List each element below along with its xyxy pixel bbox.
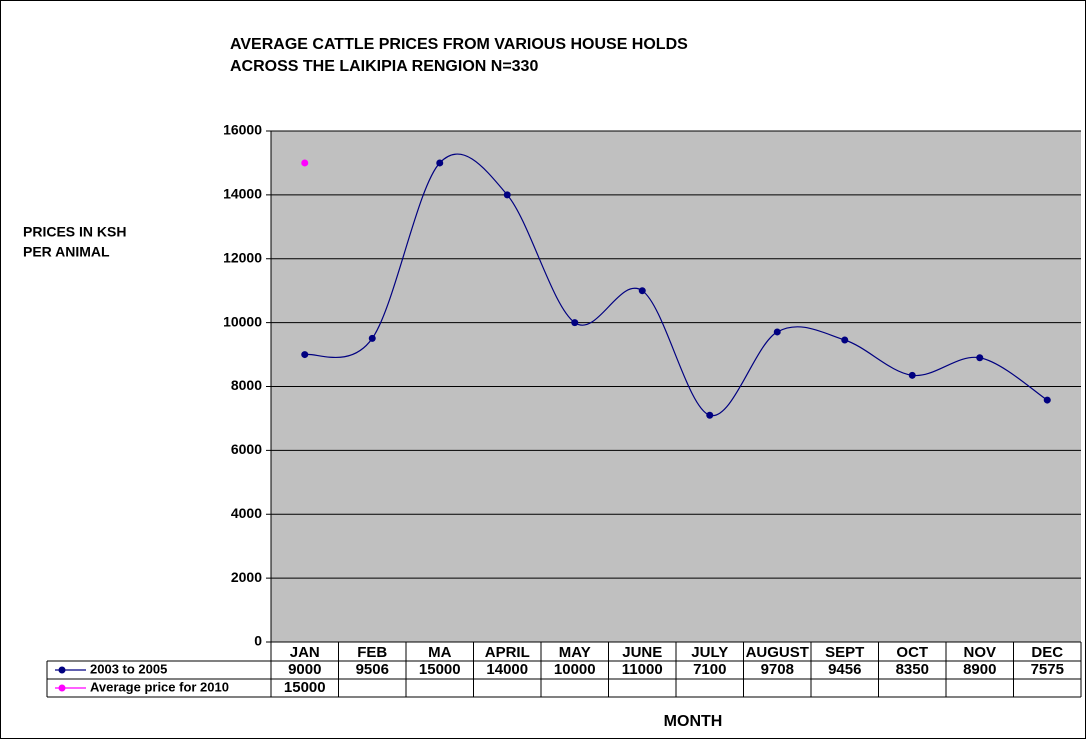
x-tick-label: SEPT bbox=[825, 644, 864, 661]
x-tick-label: DEC bbox=[1031, 644, 1063, 661]
data-point bbox=[301, 351, 309, 359]
table-value: 9000 bbox=[288, 661, 321, 678]
x-tick-label: APRIL bbox=[485, 644, 530, 661]
y-tick-label: 4000 bbox=[231, 505, 262, 521]
table-value: 8350 bbox=[896, 661, 929, 678]
x-tick-label: JUNE bbox=[622, 644, 662, 661]
table-value: 10000 bbox=[554, 661, 596, 678]
legend-marker bbox=[58, 684, 66, 692]
x-axis-label: MONTH bbox=[664, 713, 723, 730]
data-point bbox=[908, 371, 916, 379]
y-axis-label: PER ANIMAL bbox=[23, 244, 110, 260]
x-tick-label: JAN bbox=[290, 644, 320, 661]
x-tick-label: MAY bbox=[559, 644, 591, 661]
data-point bbox=[706, 411, 714, 419]
data-point bbox=[976, 354, 984, 362]
legend-label: Average price for 2010 bbox=[90, 679, 229, 694]
y-tick-label: 16000 bbox=[223, 122, 262, 138]
table-value: 9708 bbox=[761, 661, 794, 678]
y-tick-label: 12000 bbox=[223, 249, 262, 265]
table-value: 7575 bbox=[1031, 661, 1064, 678]
data-point bbox=[368, 334, 376, 342]
y-tick-label: 0 bbox=[254, 633, 262, 649]
table-value: 14000 bbox=[486, 661, 528, 678]
x-tick-label: AUGUST bbox=[746, 644, 809, 661]
table-value: 8900 bbox=[963, 661, 996, 678]
x-tick-label: MA bbox=[428, 644, 451, 661]
y-axis-label: PRICES IN KSH bbox=[23, 224, 126, 240]
y-tick-label: 6000 bbox=[231, 441, 262, 457]
legend-label: 2003 to 2005 bbox=[90, 661, 167, 676]
data-point bbox=[503, 191, 511, 199]
y-tick-label: 10000 bbox=[223, 313, 262, 329]
table-value: 7100 bbox=[693, 661, 726, 678]
chart-title: AVERAGE CATTLE PRICES FROM VARIOUS HOUSE… bbox=[230, 36, 688, 53]
table-value: 15000 bbox=[284, 679, 326, 696]
y-tick-label: 8000 bbox=[231, 377, 262, 393]
data-point bbox=[436, 159, 444, 167]
data-point bbox=[773, 328, 781, 336]
data-point bbox=[841, 336, 849, 344]
y-tick-label: 2000 bbox=[231, 569, 262, 585]
chart-title: ACROSS THE LAIKIPIA RENGION N=330 bbox=[230, 58, 538, 75]
table-value: 11000 bbox=[622, 661, 663, 678]
data-point bbox=[571, 319, 579, 327]
data-point bbox=[1043, 396, 1051, 404]
x-tick-label: FEB bbox=[357, 644, 387, 661]
data-point bbox=[301, 159, 309, 167]
x-tick-label: OCT bbox=[896, 644, 928, 661]
legend-marker bbox=[58, 666, 66, 674]
table-value: 15000 bbox=[419, 661, 461, 678]
data-point bbox=[638, 287, 646, 295]
y-tick-label: 14000 bbox=[223, 186, 262, 202]
x-tick-label: NOV bbox=[963, 644, 996, 661]
table-value: 9506 bbox=[356, 661, 389, 678]
table-value: 9456 bbox=[828, 661, 861, 678]
x-tick-label: JULY bbox=[691, 644, 728, 661]
